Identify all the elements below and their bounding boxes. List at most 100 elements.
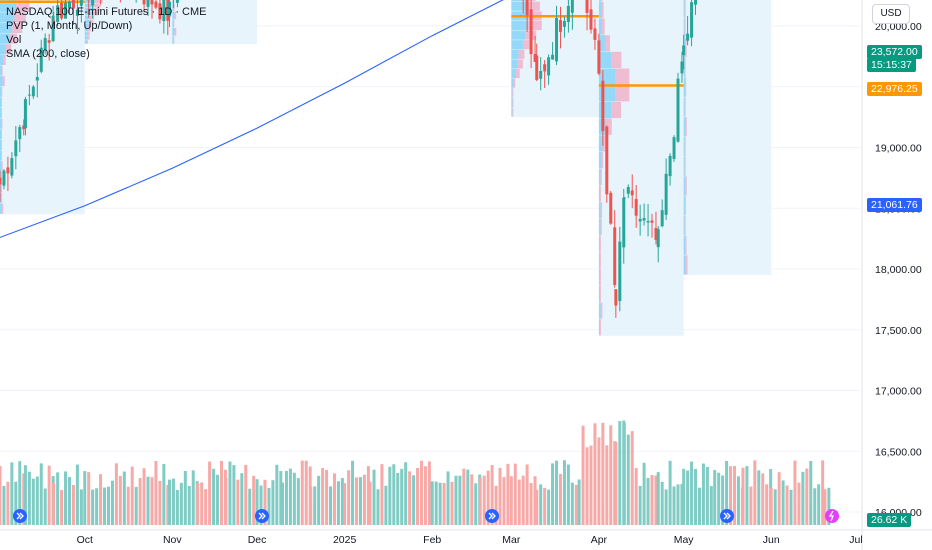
volume-bar (682, 468, 686, 525)
volume-bar (292, 472, 296, 525)
time-axis[interactable]: OctNovDec2025FebMarAprMayJunJulAug (77, 534, 932, 546)
profile-row-down (600, 202, 602, 219)
volume-bar (805, 468, 809, 525)
x-tick-label: 2025 (333, 534, 357, 546)
profile-row-down (89, 19, 94, 24)
earnings-event-icon[interactable] (825, 509, 839, 523)
volume-bar (332, 473, 336, 525)
profile-row-up (0, 182, 2, 193)
volume-bar (566, 464, 570, 525)
candle-body (694, 0, 698, 5)
volume-bar (216, 474, 220, 525)
dividend-event-icon[interactable] (485, 509, 499, 523)
candle-body (23, 99, 27, 129)
volume-bar (196, 483, 200, 525)
profile-row-down (518, 49, 525, 59)
profile-row-down (684, 97, 686, 117)
volume-bar (423, 466, 427, 525)
profile-row-up (511, 40, 523, 50)
profile-row-up (683, 235, 686, 255)
volume-bar (446, 471, 450, 525)
profile-row-up (598, 0, 601, 2)
volume-bar (99, 474, 103, 525)
volume-bar (179, 482, 183, 525)
profile-row-down (601, 152, 604, 169)
profile-row-down (600, 168, 602, 185)
volume-bar (555, 460, 559, 525)
candle-body (154, 1, 158, 8)
dividend-event-icon[interactable] (255, 509, 269, 523)
y-tick-label: 17,000.00 (875, 386, 922, 398)
candle-body (646, 221, 650, 223)
indicator-pvp[interactable]: PVP (1, Month, Up/Down) (6, 20, 133, 32)
event-markers[interactable] (13, 509, 839, 523)
volume-bar (362, 474, 366, 525)
candle-body (680, 61, 684, 74)
volume-bar (232, 465, 236, 525)
candle-body (614, 289, 618, 306)
candle-body (593, 28, 597, 40)
profile-row-down (513, 78, 516, 88)
volume-bar (605, 445, 609, 525)
candle-body (43, 38, 47, 51)
volume-bar (158, 480, 162, 525)
volume-bar (478, 477, 482, 525)
candle-body (539, 71, 543, 79)
profile-row-down (611, 51, 622, 69)
profile-row-up (511, 88, 513, 98)
profile-row-down (12, 22, 23, 34)
x-tick-label: Apr (591, 534, 608, 546)
profile-row-up (511, 0, 525, 2)
volume-bar (275, 464, 279, 525)
candle-body (676, 78, 680, 142)
profile-row-down (611, 101, 622, 119)
candle-body (613, 227, 617, 285)
volume-bar (200, 482, 204, 525)
profile-row-up (598, 18, 603, 35)
volume-bar (777, 472, 781, 525)
candle-body (52, 20, 56, 23)
dividend-event-icon[interactable] (720, 509, 734, 523)
volume-bar (697, 487, 701, 525)
indicator-vol[interactable]: Vol (6, 34, 22, 46)
volume-bar (656, 472, 660, 525)
volume-bar (793, 460, 797, 525)
indicator-sma[interactable]: SMA (200, close) (6, 48, 90, 60)
price-axis[interactable]: 16,000.0016,500.0017,000.0017,500.0018,0… (875, 0, 922, 519)
currency-button[interactable]: USD (872, 4, 910, 24)
profile-row-down (16, 1, 30, 12)
volume-bar (368, 481, 372, 525)
candle-body (638, 218, 642, 222)
instrument-title[interactable]: NASDAQ 100 E-mini Futures · 1D · CME (6, 6, 207, 18)
volume-bar (694, 469, 698, 525)
candle-body (64, 2, 68, 19)
volume-bar (713, 470, 717, 525)
profile-row-up (172, 11, 175, 20)
profile-row-down (600, 302, 603, 319)
volume-bar (22, 473, 26, 525)
volume-bar (736, 476, 740, 525)
profile-row-down (1, 65, 3, 76)
volume-bar (56, 472, 60, 525)
profile-row-down (1, 182, 3, 193)
profile-row-down (86, 40, 88, 44)
volume-bar (130, 466, 134, 525)
volume-bar (376, 489, 380, 525)
candle-body (690, 2, 694, 38)
candle-body (71, 0, 75, 9)
volume-bar (83, 471, 87, 525)
volume-bar (614, 441, 618, 525)
volume-bar (486, 470, 490, 525)
profile-row-down (87, 36, 90, 40)
candle-body (547, 57, 551, 76)
volume-bar (219, 460, 223, 525)
profile-row-up (683, 97, 685, 117)
candle-body (166, 0, 170, 21)
dividend-event-icon[interactable] (13, 509, 27, 523)
volume-bar (454, 475, 458, 525)
candle-body (14, 140, 18, 157)
volume-bar (646, 477, 650, 525)
volume-bar (801, 471, 805, 525)
volume-bar (300, 460, 304, 525)
